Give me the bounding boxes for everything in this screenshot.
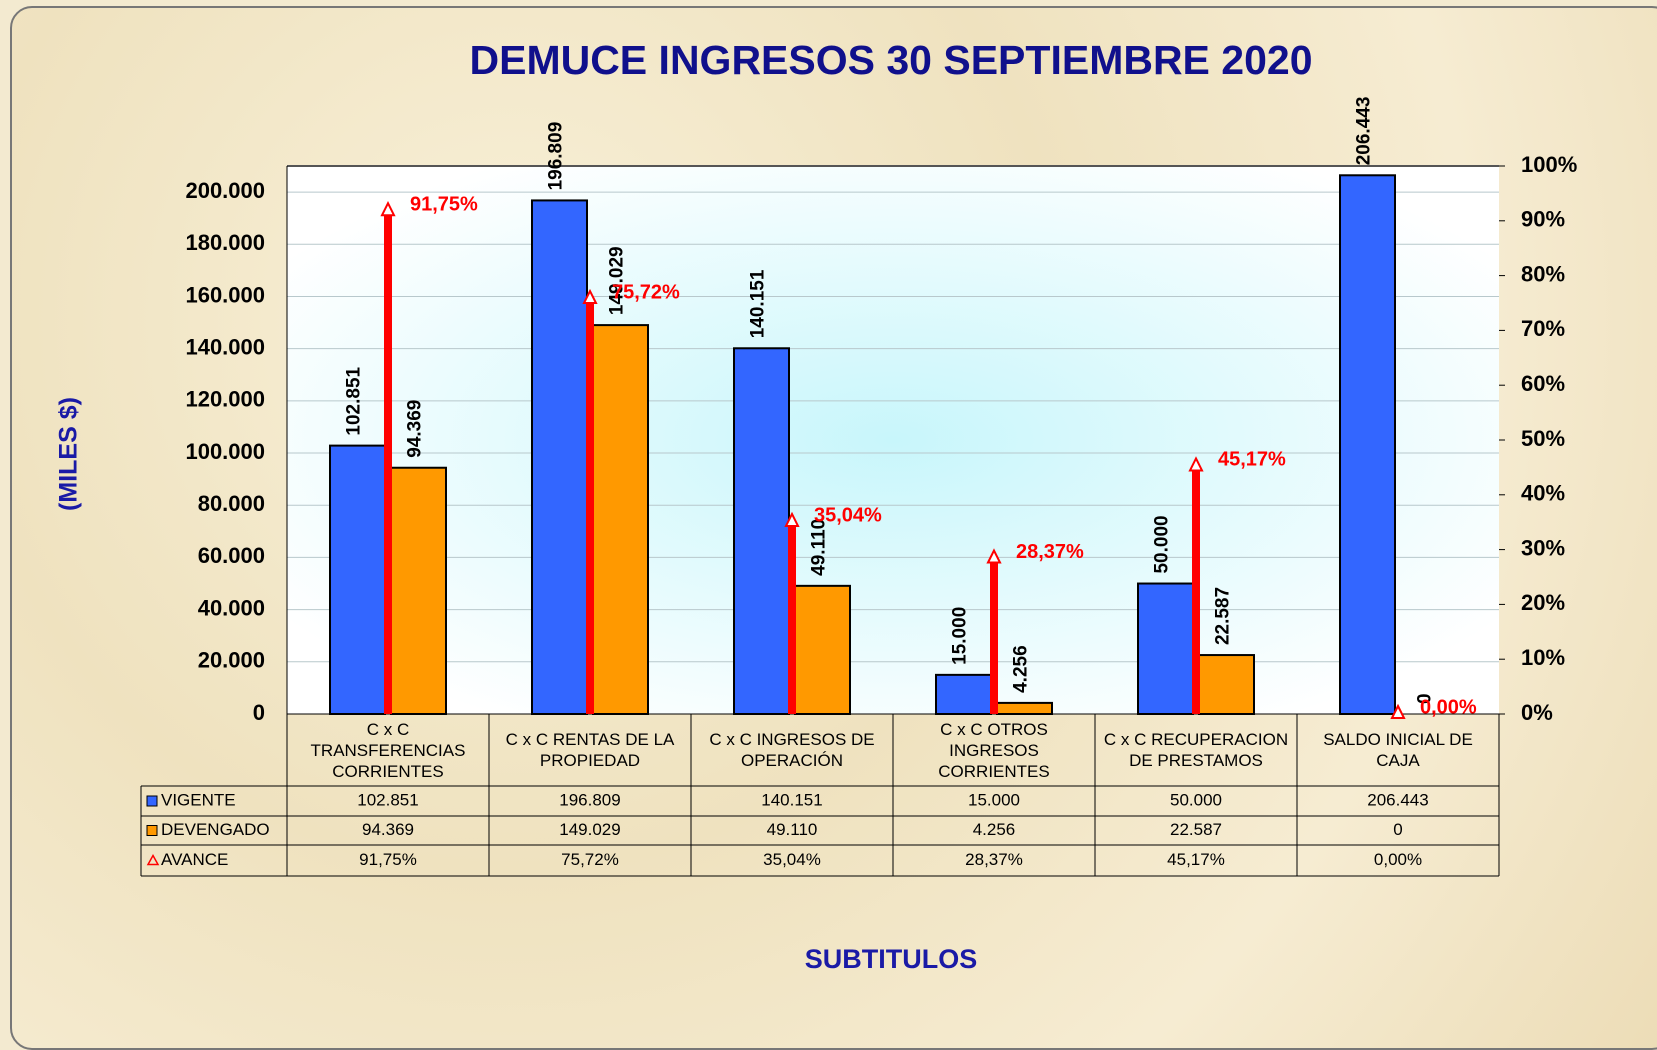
table-value: 149.029 — [559, 820, 620, 839]
value-label: 15.000 — [950, 607, 971, 665]
y2-tick-label: 70% — [1521, 316, 1565, 341]
table-value: 0 — [1393, 820, 1402, 839]
avance-label: 45,17% — [1218, 449, 1286, 471]
bar — [935, 673, 992, 715]
legend-label: AVANCE — [161, 850, 228, 869]
table-value: 35,04% — [763, 850, 821, 869]
value-label: 49.110 — [809, 519, 830, 576]
avance-marker — [380, 200, 396, 217]
y-tick-label: 60.000 — [198, 543, 265, 568]
value-label: 22.587 — [1213, 587, 1234, 645]
y2-tick-label: 80% — [1521, 261, 1565, 286]
y2-tick-label: 90% — [1521, 207, 1565, 232]
y-tick-label: 160.000 — [185, 282, 265, 307]
category-cell: C x C TRANSFERENCIAS CORRIENTES — [310, 719, 466, 781]
category-cell: C x C RENTAS DE LA PROPIEDAD — [505, 730, 675, 770]
legend-key — [146, 853, 160, 866]
table-value: 45,17% — [1167, 850, 1225, 869]
avance-marker — [1390, 703, 1406, 719]
y-tick-label: 120.000 — [185, 387, 265, 412]
bar — [1137, 582, 1194, 715]
avance-marker — [986, 548, 1002, 564]
y2-tick-label: 20% — [1521, 590, 1565, 615]
y-tick-label: 140.000 — [185, 334, 265, 359]
y-tick-label: 200.000 — [185, 178, 265, 203]
x-tick-label: SALDO INICIAL DE CAJA — [1323, 730, 1473, 770]
bar — [1198, 654, 1255, 716]
avance-label: 28,37% — [1016, 541, 1084, 563]
bar — [390, 466, 447, 715]
x-tick-label: C x C INGRESOS DE OPERACIÓN — [709, 730, 875, 770]
x-tick-label: C x C RENTAS DE LA PROPIEDAD — [505, 730, 675, 770]
table-value: 94.369 — [362, 820, 414, 839]
table-value: 140.151 — [761, 790, 822, 809]
table-value: 75,72% — [561, 850, 619, 869]
chart-title: DEMUCE INGRESOS 30 SEPTIEMBRE 2020 — [469, 37, 1312, 83]
value-label: 0 — [1415, 693, 1436, 704]
value-label: 149.029 — [607, 246, 628, 315]
value-label: 94.369 — [405, 400, 426, 458]
category-cell: SALDO INICIAL DE CAJA — [1323, 730, 1473, 770]
avance-label: 91,75% — [410, 193, 478, 215]
table-value: 102.851 — [357, 790, 418, 809]
y-axis-label: (MILES $) — [55, 397, 83, 511]
bar — [1339, 174, 1396, 715]
bar — [794, 584, 851, 716]
table-value: 22.587 — [1170, 820, 1222, 839]
x-tick-label: C x C TRANSFERENCIAS CORRIENTES — [310, 719, 466, 781]
category-cell: C x C OTROS INGRESOS CORRIENTES — [938, 719, 1050, 781]
table-value: 15.000 — [968, 790, 1020, 809]
value-label: 206.443 — [1354, 97, 1375, 166]
value-label: 102.851 — [344, 366, 365, 435]
y-tick-label: 40.000 — [198, 595, 265, 620]
chart: DEMUCE INGRESOS 30 SEPTIEMBRE 2020 (MILE… — [55, 37, 1578, 974]
avance-label: 75,72% — [612, 281, 680, 303]
legend-label: DEVENGADO — [161, 820, 270, 839]
y2-tick-label: 30% — [1521, 535, 1565, 560]
avance-marker — [784, 511, 800, 527]
avance-marker — [582, 288, 598, 305]
table-value: 196.809 — [559, 790, 620, 809]
value-label: 4.256 — [1011, 645, 1032, 693]
y2-tick-label: 60% — [1521, 371, 1565, 396]
legend-key — [146, 825, 158, 836]
table-value: 28,37% — [965, 850, 1023, 869]
plot-area — [287, 166, 1499, 714]
avance-label: 0,00% — [1420, 696, 1477, 718]
x-tick-label: C x C RECUPERACION DE PRESTAMOS — [1103, 730, 1289, 770]
bar — [531, 199, 588, 715]
value-label: 140.151 — [748, 269, 769, 338]
x-tick-label: C x C OTROS INGRESOS CORRIENTES — [938, 719, 1050, 781]
table-value: 50.000 — [1170, 790, 1222, 809]
y2-tick-label: 10% — [1521, 645, 1565, 670]
y2-tick-label: 100% — [1521, 152, 1577, 177]
y-tick-label: 180.000 — [185, 230, 265, 255]
category-cell: C x C INGRESOS DE OPERACIÓN — [709, 730, 875, 770]
y-tick-label: 0 — [253, 700, 265, 725]
table-value: 91,75% — [359, 850, 417, 869]
value-label: 196.809 — [546, 122, 567, 191]
table-value: 0,00% — [1374, 850, 1422, 869]
category-cell: C x C RECUPERACION DE PRESTAMOS — [1103, 730, 1289, 770]
y2-tick-label: 40% — [1521, 481, 1565, 506]
avance-marker — [1188, 456, 1204, 472]
avance-label: 35,04% — [814, 504, 882, 526]
table-value: 4.256 — [973, 820, 1016, 839]
bar — [996, 701, 1053, 715]
bar — [329, 444, 386, 715]
legend-key — [146, 795, 158, 807]
x-axis-label: SUBTITULOS — [805, 944, 978, 974]
y2-tick-label: 0% — [1521, 700, 1553, 725]
y2-tick-label: 50% — [1521, 426, 1565, 451]
bar — [733, 347, 790, 715]
bar — [592, 324, 649, 715]
y-tick-label: 100.000 — [185, 439, 265, 464]
table-value: 206.443 — [1367, 790, 1428, 809]
table-value: 49.110 — [767, 820, 818, 839]
y-tick-label: 20.000 — [198, 648, 265, 673]
legend-label: VIGENTE — [161, 790, 236, 809]
value-label: 50.000 — [1152, 515, 1173, 573]
y-tick-label: 80.000 — [198, 491, 265, 516]
